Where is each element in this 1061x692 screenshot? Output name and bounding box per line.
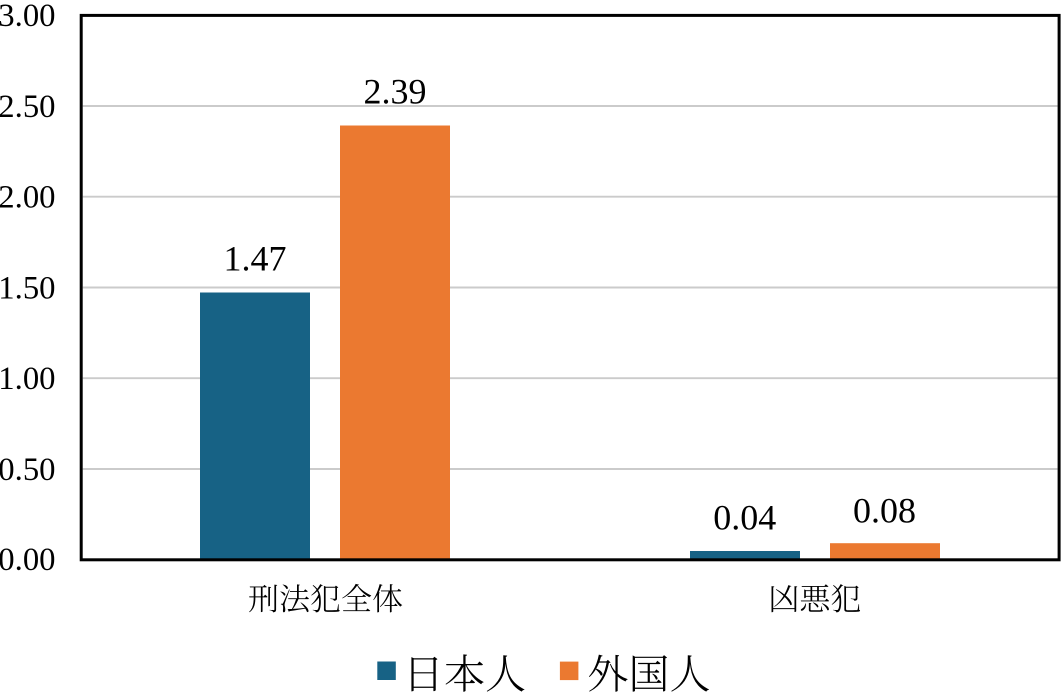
svg-text:0.50: 0.50: [0, 452, 56, 488]
svg-text:0.08: 0.08: [853, 490, 916, 530]
svg-text:0.04: 0.04: [713, 498, 776, 538]
svg-text:1.50: 1.50: [0, 270, 56, 306]
svg-text:1.00: 1.00: [0, 361, 56, 397]
svg-text:2.50: 2.50: [0, 89, 56, 125]
svg-text:3.00: 3.00: [0, 0, 56, 34]
svg-text:2.39: 2.39: [364, 72, 427, 112]
svg-text:1.47: 1.47: [224, 239, 287, 279]
svg-text:0.00: 0.00: [0, 542, 56, 578]
svg-text:2.00: 2.00: [0, 180, 56, 216]
